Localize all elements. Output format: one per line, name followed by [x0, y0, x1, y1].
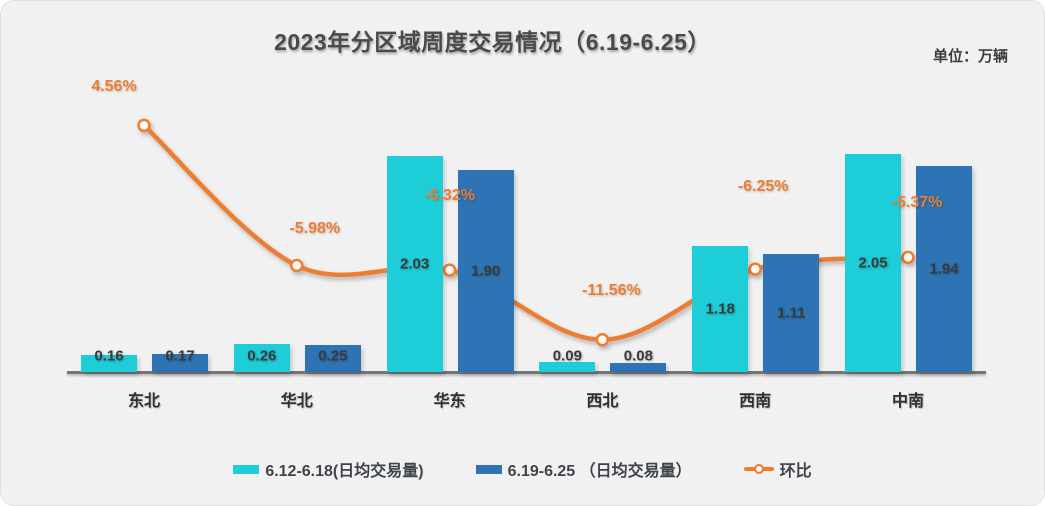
legend-circle-icon	[753, 464, 764, 474]
category-label-西南: 西南	[739, 393, 772, 410]
chart-title: 2023年分区域周度交易情况（6.19-6.25）	[274, 29, 711, 55]
unit-label: 单位：万辆	[932, 48, 1008, 65]
legend-swatch-blue	[475, 464, 502, 474]
bar-s2-西南[interactable]	[763, 253, 820, 372]
legend-label-ratio: 环比	[779, 463, 812, 480]
x-axis-line	[67, 371, 986, 374]
bar-value-label-s1-华东: 2.03	[399, 255, 430, 273]
category-label-华东: 华东	[433, 393, 466, 410]
ratio-label-东北: 4.56%	[91, 78, 137, 96]
ratio-label-西南: -6.25%	[737, 178, 789, 196]
ratio-label-中南: -5.37%	[891, 194, 943, 212]
bar-s2-东北[interactable]	[152, 353, 208, 372]
legend-item-week1[interactable]: 6.12-6.18(日均交易量)	[233, 457, 424, 481]
ratio-label-华北: -5.98%	[289, 219, 341, 237]
ratio-point-中南[interactable]	[901, 250, 915, 265]
bar-value-label-s1-东北: 0.16	[94, 347, 124, 365]
bar-s1-中南[interactable]	[845, 153, 901, 372]
bar-s2-西北[interactable]	[610, 363, 667, 372]
bar-value-label-s1-华北: 0.26	[247, 347, 277, 365]
bar-s1-华东[interactable]	[386, 156, 443, 372]
legend-label-week2: 6.19-6.25 （日均交易量）	[507, 463, 692, 480]
ratio-point-西北[interactable]	[595, 332, 610, 347]
category-label-中南: 中南	[891, 393, 925, 410]
bar-value-label-s1-西北: 0.09	[552, 347, 582, 365]
bar-value-label-s2-西北: 0.08	[623, 347, 653, 365]
bar-s2-华东[interactable]	[457, 169, 514, 372]
ratio-label-华东: -6.32%	[424, 187, 475, 205]
ratio-point-东北[interactable]	[137, 118, 151, 133]
ratio-point-华北[interactable]	[290, 258, 304, 273]
bar-s2-华北[interactable]	[304, 345, 361, 372]
legend-item-ratio[interactable]: 环比	[743, 457, 812, 481]
legend: 6.12-6.18(日均交易量) 6.19-6.25 （日均交易量） 环比	[1, 457, 1044, 481]
bar-s1-东北[interactable]	[81, 354, 137, 372]
legend-label-week1: 6.12-6.18(日均交易量)	[265, 463, 424, 480]
bar-value-label-s2-东北: 0.17	[165, 347, 195, 365]
legend-swatch-cyan	[233, 464, 260, 474]
bar-value-label-s2-华北: 0.25	[318, 347, 348, 365]
legend-line-circle-marker	[743, 464, 774, 474]
ratio-label-西北: -11.56%	[582, 281, 641, 299]
bar-value-label-s2-华东: 1.90	[470, 262, 501, 280]
bar-s1-西北[interactable]	[539, 362, 596, 372]
category-label-西北: 西北	[586, 393, 619, 410]
bar-value-label-s2-西南: 1.11	[777, 304, 806, 322]
bar-s2-中南[interactable]	[916, 165, 972, 372]
ratio-point-华东[interactable]	[442, 263, 457, 277]
bar-value-label-s1-西南: 1.18	[705, 300, 735, 318]
category-label-东北: 东北	[127, 393, 161, 410]
ratio-point-西南[interactable]	[748, 262, 762, 276]
legend-item-week2[interactable]: 6.19-6.25 （日均交易量）	[475, 457, 692, 481]
bar-s1-华北[interactable]	[233, 344, 290, 372]
category-label-华北: 华北	[280, 393, 313, 410]
bar-value-label-s2-中南: 1.94	[929, 260, 959, 278]
bar-s1-西南[interactable]	[692, 246, 749, 372]
bar-value-label-s1-中南: 2.05	[858, 254, 888, 272]
